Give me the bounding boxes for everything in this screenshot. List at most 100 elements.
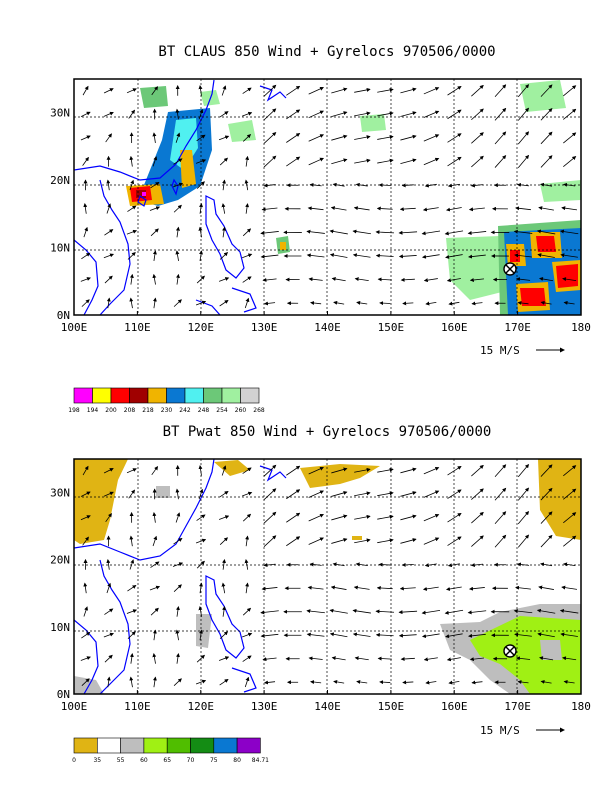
wind-vector <box>354 514 371 520</box>
wind-vector <box>308 87 324 95</box>
wind-vector <box>423 537 440 545</box>
wind-vector <box>263 84 277 97</box>
wind-vector <box>103 491 114 497</box>
wind-vector <box>352 229 371 235</box>
wind-vector <box>129 179 135 191</box>
wind-vector <box>198 465 203 476</box>
wind-vector <box>129 535 134 547</box>
wind-vector <box>286 489 301 500</box>
wind-vector <box>103 111 114 117</box>
wind-vector <box>196 560 205 569</box>
wind-vector <box>563 512 577 524</box>
wind-vector <box>377 111 394 117</box>
wind-vector <box>218 656 230 661</box>
wind-vector <box>422 586 439 591</box>
colorbar-label: 65 <box>163 757 171 764</box>
wind-vector <box>150 561 160 568</box>
wind-vector <box>308 513 324 522</box>
wind-vector <box>379 680 391 685</box>
wind-vector <box>306 632 325 637</box>
wind-vector <box>538 585 554 590</box>
wind-vector <box>399 207 416 212</box>
wind-vector <box>219 157 229 166</box>
wind-vector <box>242 253 253 259</box>
x-tick-label: 160E <box>441 321 468 334</box>
wind-vector <box>423 657 438 662</box>
wind-vector <box>401 183 414 188</box>
wind-vector <box>354 656 369 661</box>
wind-vector <box>152 156 158 167</box>
wind-vector <box>494 107 507 121</box>
wind-vector <box>152 297 157 309</box>
wind-vector <box>540 182 553 187</box>
colorbar-swatch <box>203 387 223 404</box>
wind-vector <box>514 253 532 258</box>
colorbar-swatch <box>236 737 261 754</box>
panel2-gridlines <box>74 459 581 694</box>
panel2-title: BT Pwat 850 Wind + Gyrelocs 970506/0000 <box>163 424 492 440</box>
wind-vector <box>245 535 250 547</box>
wind-vector <box>540 511 553 524</box>
wind-vector <box>105 133 112 143</box>
panel2-map <box>74 459 581 694</box>
wind-vector <box>198 488 204 500</box>
wind-vector <box>563 132 577 144</box>
wind-vector <box>198 226 203 238</box>
wind-vector <box>260 633 279 638</box>
colorbar-swatch <box>97 737 121 754</box>
wind-vector <box>308 134 324 142</box>
colorbar-label: 60 <box>140 757 148 764</box>
wind-vector <box>401 562 414 567</box>
wind-vector <box>219 537 229 545</box>
x-tick-label: 140E <box>314 321 341 334</box>
wind-vector <box>398 610 418 615</box>
wind-vector <box>422 254 440 259</box>
wind-vector <box>400 656 415 661</box>
wind-vector <box>332 182 345 187</box>
wind-vector <box>286 536 301 547</box>
wind-vector <box>105 513 112 523</box>
wind-vector <box>540 464 553 477</box>
wind-vector <box>175 488 180 500</box>
wind-vector <box>423 157 440 166</box>
wind-vector <box>333 300 345 305</box>
wind-vector <box>173 584 182 592</box>
wind-vector <box>83 606 88 617</box>
wind-vector <box>310 680 322 685</box>
wind-vector <box>263 301 276 306</box>
panel2-axis-ticks: 100E 110E 120E 130E 140E 150E 160E 170E 180 0N 10N… <box>50 487 591 713</box>
wind-vector <box>331 158 348 165</box>
x-tick-label: 100E <box>61 700 88 713</box>
wind-vector <box>494 84 507 98</box>
wind-vector <box>82 465 89 476</box>
wind-vector <box>515 585 531 590</box>
wind-vector <box>517 107 530 121</box>
wind-vector <box>308 110 324 119</box>
wind-vector <box>263 488 277 501</box>
wind-vector <box>306 229 325 234</box>
wind-vector <box>471 155 484 168</box>
wind-vector <box>536 229 556 235</box>
wind-vector <box>354 538 371 544</box>
wind-vector <box>150 181 160 189</box>
wind-vector <box>106 676 111 688</box>
wind-vector <box>263 131 277 144</box>
panel2-pwat-shading <box>74 459 581 694</box>
wind-vector <box>448 301 460 306</box>
wind-vector <box>128 489 135 499</box>
x-tick-label: 130E <box>251 321 278 334</box>
wind-vector <box>127 205 137 212</box>
wind-vector <box>377 135 394 140</box>
colorbar-swatch <box>92 387 112 404</box>
wind-vector <box>517 680 529 685</box>
wind-vector <box>352 253 371 258</box>
wind-vector <box>242 607 252 616</box>
wind-vector <box>379 301 391 306</box>
wind-vector <box>331 467 348 474</box>
wind-vector <box>286 156 301 167</box>
panel2-gyre-marker <box>503 644 517 658</box>
wind-vector <box>422 207 439 212</box>
colorbar-label: 70 <box>187 757 195 764</box>
wind-vector <box>446 586 462 591</box>
wind-vector <box>400 87 417 94</box>
